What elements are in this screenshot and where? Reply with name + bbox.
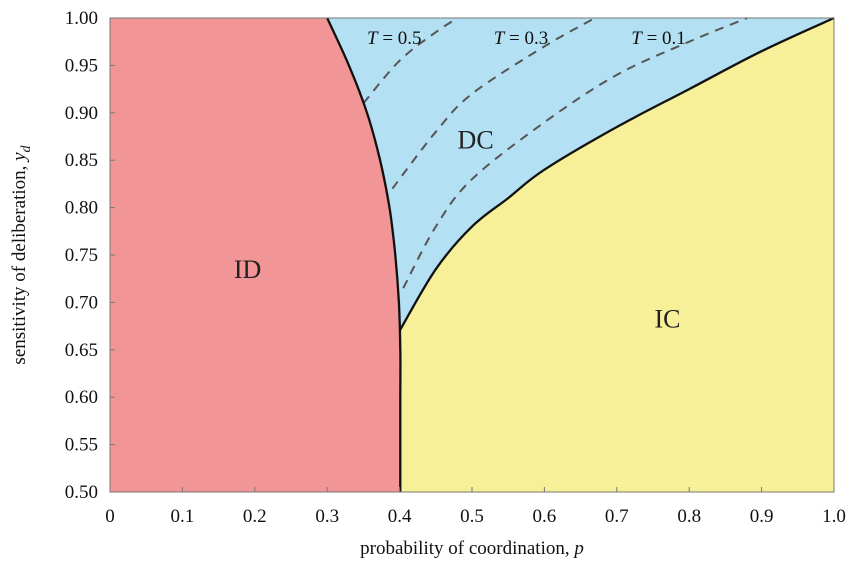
curve-label: T = 0.5 [367,28,422,49]
y-axis-label: sensitivity of deliberation, yd [9,144,34,364]
region-id [110,18,401,492]
plot-regions [110,18,834,492]
plot-ticks: 0 0.1 0.2 0.3 0.4 0.5 0.6 0.7 0.8 0.9 1.0 0.50 0.55 0… [65,8,846,527]
x-tick-label: 0.5 [460,506,484,527]
y-tick-label: 1.00 [65,8,98,29]
curve-label: T = 0.1 [631,28,686,49]
y-tick-label: 0.50 [65,482,98,503]
region-ic [399,18,834,492]
x-tick-label: 0.1 [171,506,195,527]
curve-label-value: = 0.1 [642,28,686,49]
curve-label-value: = 0.3 [504,28,548,49]
y-tick-label: 0.65 [65,340,98,361]
curve-label-value: = 0.5 [378,28,422,49]
y-tick-label: 0.60 [65,387,98,408]
curve-label-var: T [367,28,379,49]
x-tick-label: 0.7 [605,506,629,527]
plot-series [326,16,835,492]
y-tick-label: 0.90 [65,103,98,124]
curve-label: T = 0.3 [494,28,549,49]
y-tick-label: 0.75 [65,245,98,266]
dashed-curve-2 [391,17,596,190]
boundary-ic [398,16,835,332]
x-tick-label: 0.9 [750,506,774,527]
x-tick-label: 0 [105,506,115,527]
curve-label-var: T [631,28,643,49]
region-label-dc: DC [458,125,494,154]
y-tick-label: 0.55 [65,435,98,456]
y-tick-label: 0.70 [65,292,98,313]
x-tick-label: 0.2 [243,506,267,527]
region-label-ic: IC [654,305,680,334]
y-tick-label: 0.80 [65,198,98,219]
x-tick-label: 0.6 [533,506,557,527]
region-label-id: ID [234,255,261,284]
x-axis-label: probability of coordination, p [360,538,584,559]
dashed-curve-1 [362,17,459,104]
curve-label-var: T [494,28,506,49]
x-tick-label: 0.3 [315,506,339,527]
dashed-curve-3 [402,17,748,289]
x-tick-label: 0.8 [677,506,701,527]
x-tick-label: 0.4 [388,506,412,527]
y-tick-label: 0.85 [65,150,98,171]
y-tick-label: 0.95 [65,55,98,76]
x-tick-label: 1.0 [822,506,846,527]
boundary-id [326,17,402,492]
